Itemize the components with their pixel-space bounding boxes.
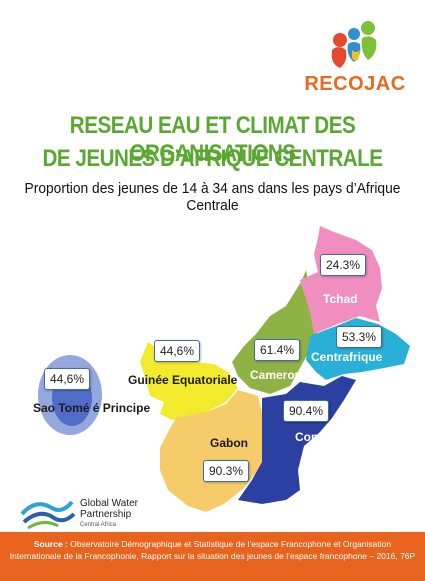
label-centrafrique: Centrafrique	[311, 350, 383, 364]
region-centrafrique	[306, 318, 410, 380]
value-tchad: 24.3%	[320, 254, 366, 276]
source-label: Source :	[33, 539, 68, 549]
region-cameroun	[232, 270, 318, 394]
value-guinee-equatoriale: 44,6%	[154, 340, 200, 362]
title-line-2: DE JEUNES D’AFRIQUE CENTRALE	[42, 145, 383, 172]
label-cameroun: Cameroun	[250, 368, 310, 382]
label-tchad: Tchad	[323, 292, 358, 306]
source-text-1: Observatoire Démographique et Statistiqu…	[70, 539, 392, 549]
value-sao-tome: 44,6%	[44, 368, 90, 390]
value-cameroun: 61.4%	[254, 339, 300, 361]
title-line-1: RESEAU EAU ET CLIMAT DES ORGANISATIONS	[69, 112, 356, 167]
region-sao-tome	[38, 355, 102, 435]
source-footer: Source : Observatoire Démographique et S…	[0, 532, 425, 581]
brand-name: RECOJAC	[304, 73, 406, 95]
region-tchad	[300, 226, 382, 334]
gwp-region: Central Africa	[80, 522, 117, 528]
subtitle: Proportion des jeunes de 14 à 34 ans dan…	[24, 180, 401, 214]
label-sao-tome: Sao Tomé é Principe	[33, 401, 151, 415]
recojac-logo	[331, 21, 377, 68]
label-guinee-equatoriale: Guinée Equatoriale	[128, 373, 238, 387]
value-centrafrique: 53.3%	[336, 326, 382, 348]
gwp-logo	[20, 500, 76, 530]
value-gabon: 90.3%	[203, 460, 249, 482]
label-congo: Congo	[295, 430, 333, 444]
gwp-name: Global Water Partnership	[80, 498, 138, 520]
label-gabon: Gabon	[210, 436, 248, 450]
value-congo: 90.4%	[283, 400, 329, 422]
source-text-2: Internationale de la Francophonie, Rappo…	[9, 551, 416, 561]
